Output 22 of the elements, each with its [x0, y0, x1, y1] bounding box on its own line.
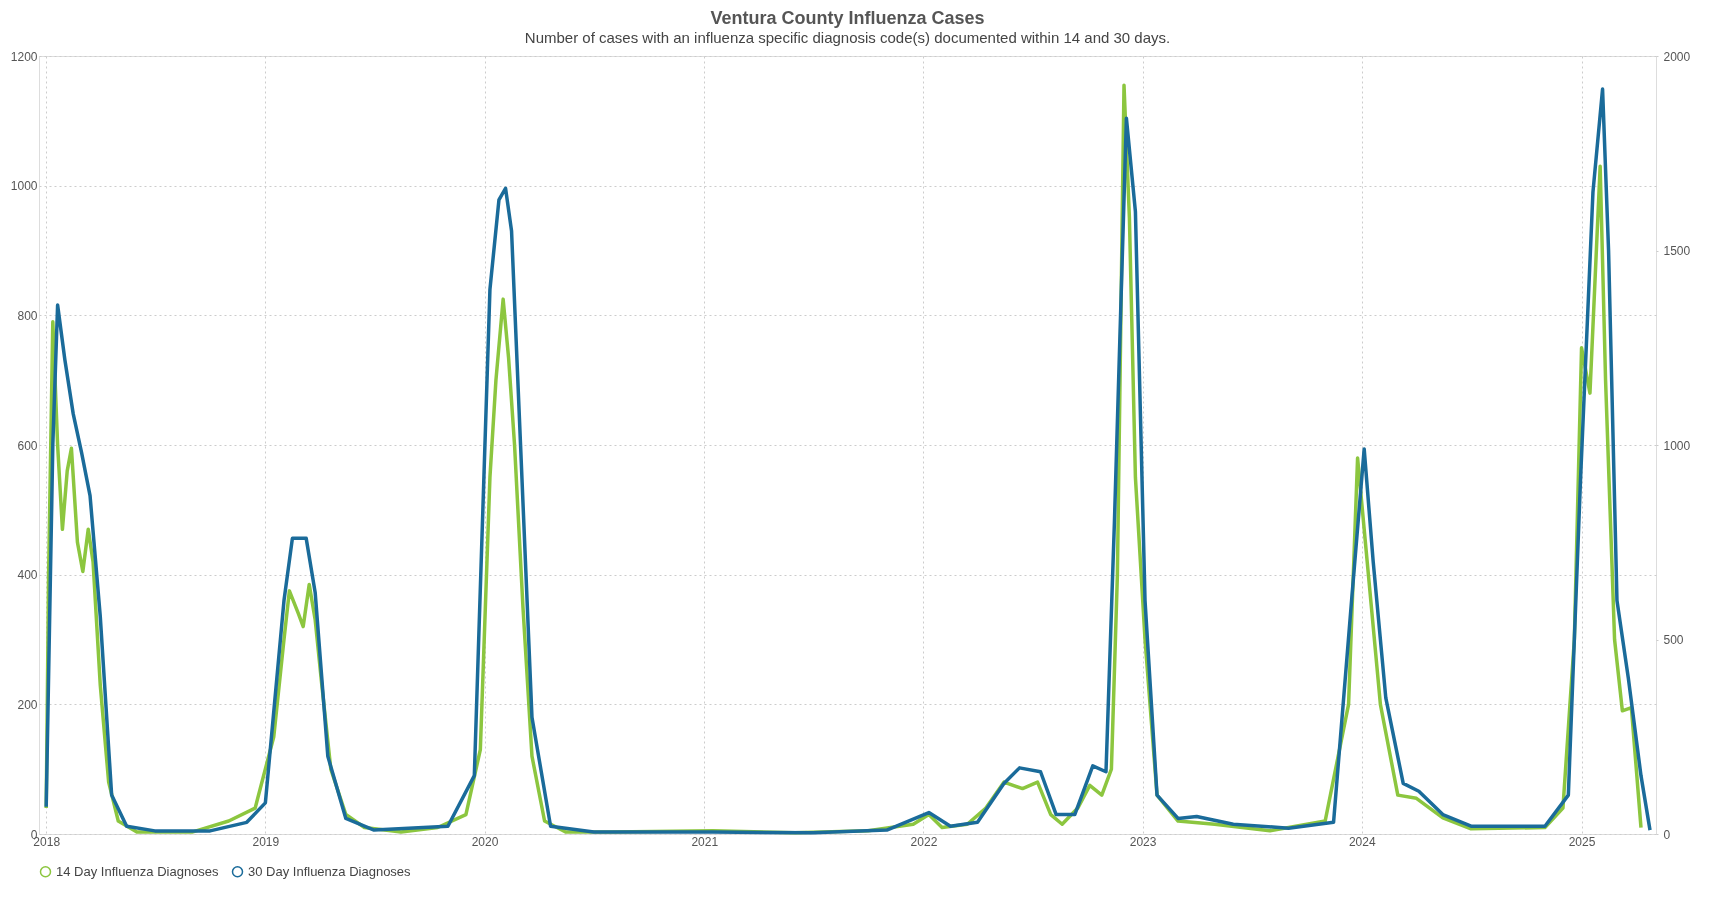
y2-tick-label: 1500 [1663, 244, 1691, 258]
chart-subtitle: Number of cases with an influenza specific diagnosis code(s) documented within 14 and 30 days. [524, 29, 1171, 46]
x-tick-label: 2021 [691, 834, 719, 849]
chart-title: Ventura County Influenza Cases [710, 8, 985, 28]
x-tick-label: 2020 [471, 834, 499, 849]
y2-tick-label: 0 [1663, 827, 1671, 842]
y-tick-label: 200 [17, 697, 38, 712]
legend-label: 30 Day Influenza Diagnoses [248, 863, 412, 879]
y-tick-label: 1000 [10, 179, 38, 194]
y-tick-label: 400 [17, 568, 38, 583]
y2-tick-label: 500 [1663, 633, 1684, 647]
x-tick-label: 2022 [910, 834, 938, 849]
y2-tick-label: 2000 [1663, 49, 1691, 64]
y-tick-label: 1200 [10, 49, 38, 64]
y2-tick-label: 1000 [1663, 438, 1691, 453]
y-tick-label: 600 [17, 438, 38, 453]
x-tick-label: 2025 [1568, 834, 1596, 849]
y-tick-label: 800 [17, 308, 38, 323]
x-tick-label: 2019 [252, 834, 280, 849]
x-tick-label: 2024 [1348, 834, 1376, 849]
x-tick-label: 2023 [1129, 834, 1157, 849]
legend-label: 14 Day Influenza Diagnoses [56, 863, 220, 879]
